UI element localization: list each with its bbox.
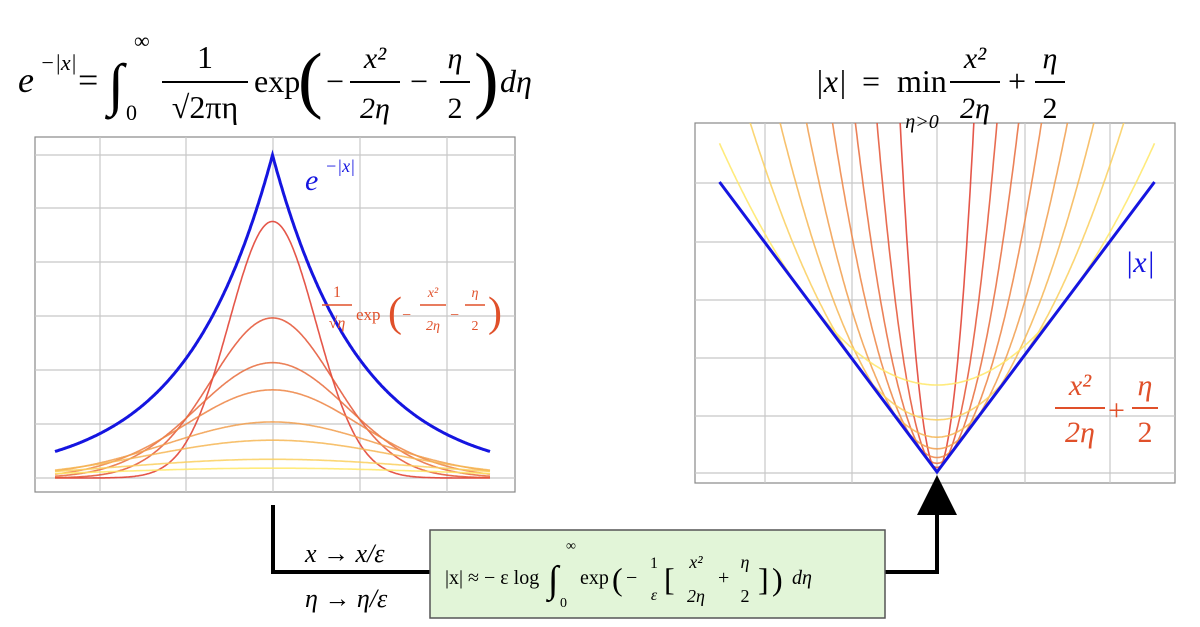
integrand-label: x² [427,286,439,301]
substitution: x → x/ε [304,539,385,568]
parabola-label: 2 [1138,416,1153,449]
box-formula-part: ) [772,561,783,597]
integrand-curve [55,467,490,475]
box-formula-part: ∞ [566,539,576,554]
formula-part: ) [474,39,499,121]
box-formula-part: 2 [741,586,750,606]
integrand-label: − [450,307,459,324]
right-curves [718,123,1156,475]
box-formula-part: |x| ≈ − ε log [445,567,539,589]
box-formula-part: − [626,567,637,589]
formula-part: η>0 [905,111,938,133]
formula-part: −|x| [40,50,77,75]
right-grid [695,123,1175,483]
formula-box [429,529,886,619]
formula-part: − [410,63,428,99]
box-formula-part: ∫ [546,559,561,603]
formula-part: η [448,42,463,75]
parabola-label: + [1108,394,1125,427]
integrand-curve [54,421,491,472]
formula-part: √2πη [172,89,238,125]
parabola [779,123,1095,439]
formula-part: |x| [815,63,847,99]
formula-part: e [18,60,34,100]
formula-part: 0 [126,100,137,125]
formula-part: ( [298,39,323,121]
formula-part: ∫ [104,52,127,120]
parabola-label: η [1138,369,1153,402]
formula-part: 2 [1043,92,1058,125]
right-plot-frame [694,122,1176,484]
integrand-curve [55,317,490,479]
red-fraction-bars [322,304,1158,409]
box-formula-part: ] [758,561,769,597]
connector-right [885,475,957,574]
formula-part: 2 [448,92,463,125]
parabola [876,123,998,469]
formula-part: = [78,60,98,100]
formula-part: exp [254,63,300,99]
parabola-label: 2η [1065,416,1095,449]
integrand-label: √η [329,315,346,332]
formula-part: 1 [197,39,213,75]
integrand-label: 2 [472,319,479,334]
box-formula-part: [ [664,561,675,597]
integrand-label: − [402,307,411,324]
formula-part: x² [363,42,387,75]
left-curves [54,149,491,479]
formula-part: = [862,63,880,99]
integrand-label: η [472,286,479,301]
box-formula-part: exp [580,567,609,589]
box-formula-part: ε [651,587,658,604]
formula-part: dη [500,63,532,99]
formula-part: + [1008,63,1026,99]
integrand-curve [54,458,491,473]
formula-part: 2η [360,92,390,125]
box-formula-part: ( [612,561,623,597]
connector-left [271,505,430,574]
formula-part: η [1043,42,1058,75]
box-formula-part: 0 [560,596,567,611]
integrand-label: 2η [426,319,440,334]
integrand-label: exp [356,305,381,324]
curve-label: e [305,164,318,197]
parabola-label: x² [1068,369,1092,402]
formula-part: ∞ [134,28,150,53]
box-formula-part: η [741,552,750,572]
integrand-label: ) [488,290,502,336]
box-formula-part: dη [792,567,812,589]
substitution: η → η/ε [305,584,388,613]
integrand-label: 1 [333,284,341,301]
formula-part: x² [963,42,987,75]
exp-curve [54,149,491,453]
parabola [854,123,1020,465]
box-formula-part: x² [688,552,703,572]
parabola [805,123,1069,450]
curve-label: |x| [1125,246,1155,279]
abs-curve [718,181,1156,475]
parabola [749,123,1125,421]
integrand-curve [55,220,490,479]
box-formula-part: + [718,567,729,589]
left-plot-frame [34,136,516,493]
box-formula-part: 1 [650,555,658,572]
parabola [831,123,1043,459]
formula-part: 2η [960,92,990,125]
integrand-label: ( [388,290,402,336]
box-formula-part: 2η [687,586,705,606]
curve-label: −|x| [325,156,355,176]
formula-part: − [326,63,344,99]
formula-part: min [897,63,947,99]
integrand-curve [54,439,491,471]
